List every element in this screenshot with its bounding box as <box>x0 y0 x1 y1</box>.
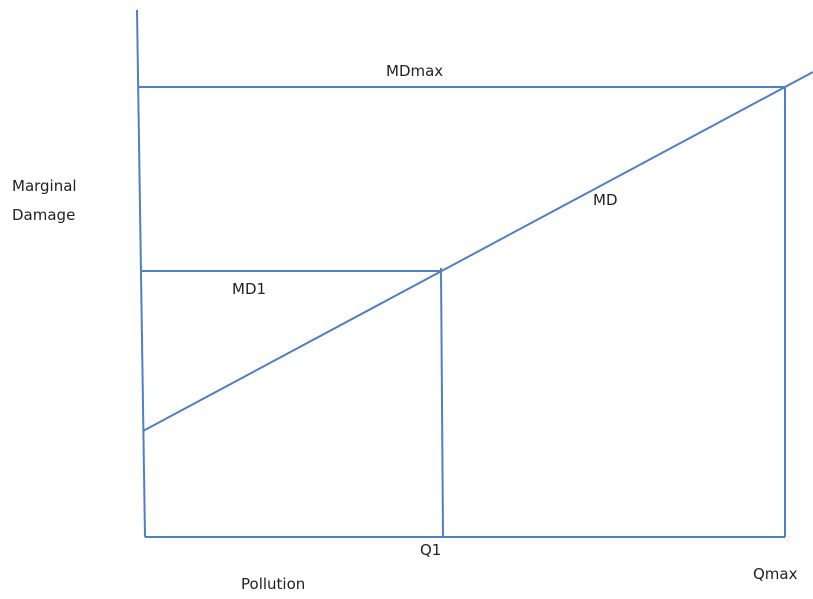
md1-label: MD1 <box>232 280 266 298</box>
q-max-label: Qmax <box>753 565 798 583</box>
y-axis-label-line1: Marginal <box>12 177 77 195</box>
q1-label: Q1 <box>420 541 441 559</box>
md-curve-label: MD <box>593 191 618 209</box>
y-axis-label-line2: Damage <box>12 206 75 224</box>
md-curve <box>142 71 813 432</box>
md-max-label: MDmax <box>386 62 443 80</box>
x-axis-label: Pollution <box>241 575 305 593</box>
y-axis <box>136 9 146 538</box>
q1-line <box>440 267 444 538</box>
